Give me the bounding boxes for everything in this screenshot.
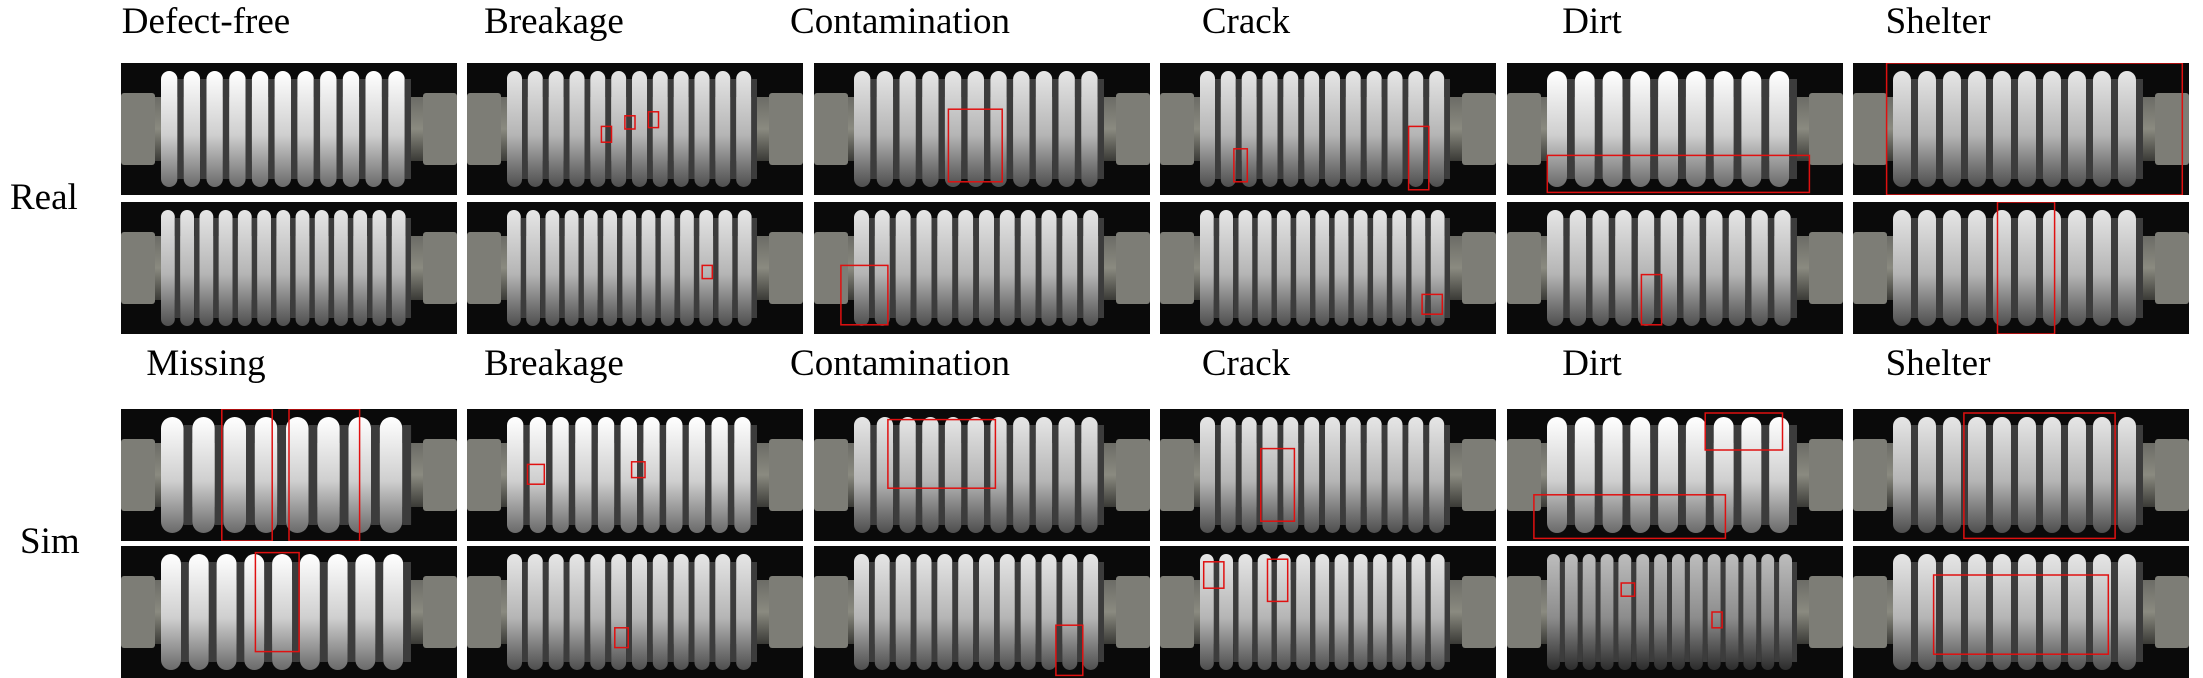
real-title-shelter: Shelter (1885, 1, 1991, 42)
real-shelter-2-image (1853, 202, 2189, 334)
sim-shelter-1-image (1853, 409, 2189, 541)
real-dirt-2-image (1507, 202, 1843, 334)
real-shelter-1-image (1853, 63, 2189, 195)
defect-bounding-box (1620, 582, 1636, 597)
sim-crack-2-image (1160, 546, 1496, 678)
defect-bounding-box (887, 418, 997, 489)
sim-title-shelter: Shelter (1885, 343, 1991, 384)
sim-contamination-1-image (814, 409, 1150, 541)
real-crack-2-image (1160, 202, 1496, 334)
real-breakage-2-image (467, 202, 803, 334)
sim-title-crack: Crack (1201, 343, 1291, 384)
defect-bounding-box (630, 461, 646, 479)
defect-bounding-box (526, 463, 546, 485)
sim-title-breakage: Breakage (484, 343, 624, 384)
defect-bounding-box (1533, 494, 1727, 540)
sim-breakage-1-image (467, 409, 803, 541)
defect-bounding-box (1996, 202, 2056, 334)
defect-bounding-box (1963, 412, 2116, 540)
defect-bounding-box (1421, 293, 1444, 315)
defect-bounding-box (254, 551, 300, 653)
defect-bounding-box (1055, 624, 1084, 677)
defect-bounding-box (1711, 611, 1723, 629)
sim-dirt-1-image (1507, 409, 1843, 541)
defect-bounding-box (647, 111, 660, 129)
defect-bounding-box (1407, 125, 1430, 191)
defect-bounding-box (614, 627, 629, 649)
sim-title-dirt: Dirt (1562, 343, 1622, 384)
sim-contamination-2-image (814, 546, 1150, 678)
real-title-crack: Crack (1201, 1, 1291, 42)
defect-bounding-box (288, 409, 361, 541)
defect-bounding-box (1233, 148, 1249, 183)
real-contamination-1-image (814, 63, 1150, 195)
defect-bounding-box (1266, 558, 1289, 603)
real-breakage-1-image (467, 63, 803, 195)
defect-bounding-box (1885, 63, 2184, 195)
real-title-contamination: Contamination (790, 1, 1010, 42)
sim-missing-2-image (121, 546, 457, 678)
real-title-defect-free: Defect-free (121, 1, 291, 42)
defect-bounding-box (1640, 273, 1663, 326)
sim-title-missing: Missing (146, 343, 266, 384)
defect-bounding-box (1932, 574, 2110, 655)
defect-bounding-box (600, 125, 613, 143)
defect-bounding-box (701, 264, 714, 280)
sim-row-label: Sim (20, 521, 80, 562)
sim-shelter-2-image (1853, 546, 2189, 678)
defect-bounding-box (624, 115, 636, 130)
real-defect-free-2-image (121, 202, 457, 334)
real-title-dirt: Dirt (1562, 1, 1622, 42)
defect-bounding-box (840, 264, 889, 326)
sim-breakage-2-image (467, 546, 803, 678)
defect-bounding-box (947, 108, 1003, 183)
real-title-breakage: Breakage (484, 1, 624, 42)
defect-bounding-box (1260, 447, 1296, 522)
real-defect-free-1-image (121, 63, 457, 195)
real-row-label: Real (10, 177, 78, 218)
sim-missing-1-image (121, 409, 457, 541)
real-dirt-1-image (1507, 63, 1843, 195)
sim-dirt-2-image (1507, 546, 1843, 678)
defect-bounding-box (1704, 412, 1784, 451)
real-contamination-2-image (814, 202, 1150, 334)
real-crack-1-image (1160, 63, 1496, 195)
defect-bounding-box (221, 409, 273, 541)
sim-title-contamination: Contamination (790, 343, 1010, 384)
defect-bounding-box (1546, 154, 1811, 194)
defect-bounding-box (1202, 561, 1225, 589)
sim-crack-1-image (1160, 409, 1496, 541)
